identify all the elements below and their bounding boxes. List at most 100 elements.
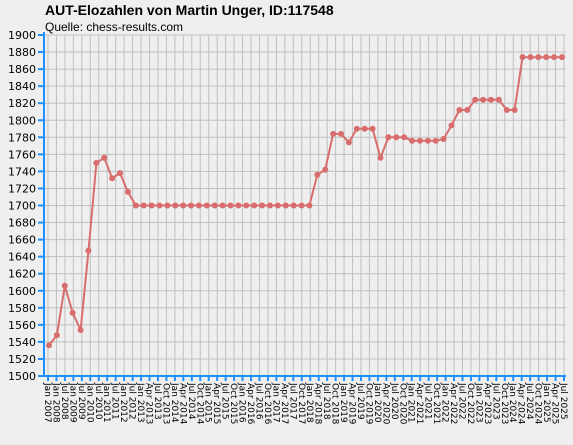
x-tick-label: Jul 2020: [389, 382, 399, 420]
elo-data-point: [235, 202, 242, 209]
y-tick-label: 1640: [8, 251, 36, 264]
elo-data-point: [69, 309, 76, 316]
elo-data-point: [117, 170, 124, 177]
x-tick-label: Jan 2011: [101, 382, 111, 423]
elo-data-point: [93, 159, 100, 166]
elo-data-point: [290, 202, 297, 209]
x-tick-label: Oct 2024: [533, 383, 543, 425]
x-tick-label: Apr 2023: [482, 383, 492, 424]
elo-data-point: [401, 134, 408, 141]
x-tick-label: Apr 2016: [245, 383, 255, 425]
elo-data-point: [472, 96, 479, 103]
x-tick-label: Apr 2019: [347, 383, 357, 425]
x-tick-label: Jul 2013: [152, 382, 162, 420]
y-tick-label: 1800: [8, 114, 36, 127]
elo-data-point: [211, 202, 218, 209]
elo-data-point: [195, 202, 202, 209]
x-tick-label: Jan 2007: [42, 382, 52, 423]
x-tick-label: Oct 2015: [228, 383, 238, 424]
x-tick-label: Jan 2019: [338, 382, 348, 423]
x-tick-label: Jul 2024: [524, 382, 534, 420]
x-tick-label: Oct 2019: [363, 383, 373, 425]
chart-title: AUT-Elozahlen von Martin Unger, ID:11754…: [45, 2, 334, 18]
x-tick-label: Oct 2018: [330, 383, 340, 425]
y-tick-label: 1720: [8, 182, 36, 195]
x-tick-label: Jan 2008: [50, 382, 60, 423]
elo-data-point: [77, 326, 84, 333]
x-tick-label: Oct 2020: [397, 383, 407, 425]
y-tick-label: 1820: [8, 97, 36, 110]
x-tick-label: Jul 2014: [186, 382, 196, 420]
elo-data-point: [109, 175, 116, 182]
elo-data-point: [456, 107, 463, 114]
elo-data-point: [251, 202, 258, 209]
x-tick-label: Jul 2010: [93, 382, 103, 420]
elo-data-point: [164, 202, 171, 209]
x-tick-label: Apr 2013: [144, 383, 154, 424]
y-tick-label: 1900: [8, 29, 36, 42]
elo-data-point: [140, 202, 147, 209]
x-tick-label: Jul 2023: [490, 382, 500, 420]
elo-data-point: [345, 139, 352, 146]
elo-data-point: [180, 202, 187, 209]
elo-data-point: [188, 202, 195, 209]
elo-data-point: [464, 107, 471, 114]
x-tick-label: Apr 2015: [211, 383, 221, 424]
x-tick-label: Apr 2020: [380, 383, 390, 425]
x-tick-label: Apr 2025: [550, 383, 560, 424]
elo-data-point: [519, 54, 526, 61]
y-tick-label: 1780: [8, 131, 36, 144]
elo-data-point: [377, 154, 384, 161]
elo-data-point: [203, 202, 210, 209]
elo-data-point: [61, 282, 68, 289]
elo-data-point: [124, 188, 131, 195]
y-tick-label: 1620: [8, 268, 36, 281]
y-tick-label: 1740: [8, 165, 36, 178]
x-tick-label: Oct 2017: [296, 383, 306, 424]
elo-data-point: [543, 54, 550, 61]
x-tick-label: Jul 2021: [423, 382, 433, 420]
y-tick-label: 1760: [8, 148, 36, 161]
elo-data-point: [306, 202, 313, 209]
elo-data-point: [527, 54, 534, 61]
x-tick-label: Jan 2018: [304, 382, 314, 423]
x-tick-label: Jan 2016: [237, 382, 247, 423]
y-tick-label: 1580: [8, 302, 36, 315]
elo-data-point: [338, 130, 345, 137]
x-tick-label: Jan 2023: [473, 382, 483, 423]
y-tick-label: 1680: [8, 217, 36, 230]
x-tick-label: Apr 2017: [279, 383, 289, 424]
elo-data-point: [559, 54, 565, 61]
x-tick-label: Jul 2025: [558, 382, 568, 420]
x-tick-label: Jan 2022: [440, 382, 450, 423]
x-tick-label: Jan 2013: [135, 382, 145, 423]
elo-data-point: [156, 202, 163, 209]
elo-data-point: [416, 137, 423, 144]
chart-subtitle: Quelle: chess-results.com: [45, 20, 184, 34]
elo-data-point: [266, 202, 273, 209]
x-tick-label: Jan 2025: [541, 382, 551, 423]
x-tick-label: Jul 2009: [76, 382, 86, 420]
x-tick-label: Jul 2019: [355, 382, 365, 420]
elo-data-point: [282, 202, 289, 209]
elo-data-point: [101, 154, 108, 161]
y-tick-label: 1660: [8, 234, 36, 247]
elo-data-point: [132, 202, 139, 209]
y-tick-label: 1880: [8, 46, 36, 59]
y-tick-label: 1600: [8, 285, 36, 298]
elo-data-point: [393, 134, 400, 141]
x-tick-label: Oct 2022: [465, 383, 475, 424]
x-tick-label: Apr 2022: [448, 383, 458, 424]
x-tick-label: Jul 2017: [287, 382, 297, 420]
elo-data-point: [322, 166, 329, 173]
x-tick-label: Jan 2012: [118, 382, 128, 423]
x-tick-label: Jan 2017: [270, 382, 280, 423]
elo-data-point: [259, 202, 266, 209]
elo-data-point: [369, 125, 376, 132]
elo-data-point: [148, 202, 155, 209]
elo-data-point: [85, 247, 92, 254]
x-tick-label: Jul 2015: [220, 382, 230, 420]
elo-data-point: [409, 137, 416, 144]
elo-data-point: [172, 202, 179, 209]
